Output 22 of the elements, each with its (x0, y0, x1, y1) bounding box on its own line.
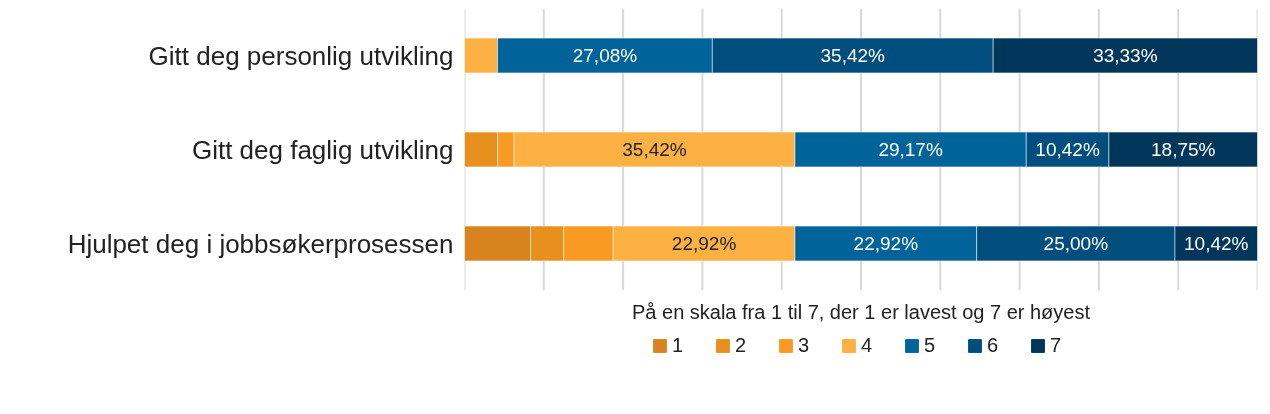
y-tick-label: Gitt deg personlig utvikling (148, 40, 454, 71)
data-label: 25,00% (1043, 233, 1109, 254)
legend-label: 2 (735, 333, 748, 357)
data-label: 35,42% (820, 45, 886, 66)
data-label: 18,75% (1151, 139, 1216, 160)
legend-label: 1 (672, 333, 685, 357)
legend-label: 4 (861, 333, 874, 357)
data-label: 10,42% (1035, 139, 1100, 160)
legend-label: 7 (1050, 333, 1063, 357)
data-label: 35,42% (622, 139, 687, 160)
data-label: 22,92% (671, 233, 737, 254)
legend-label: 3 (798, 333, 811, 357)
y-tick-label: Hjulpet deg i jobbsøkerprosessen (67, 228, 454, 259)
data-label: 27,08% (572, 45, 638, 66)
data-label: 22,92% (853, 233, 919, 254)
y-tick-label: Gitt deg faglig utvikling (191, 134, 454, 165)
legend-label: 5 (924, 333, 937, 357)
x-axis-title: På en skala fra 1 til 7, der 1 er lavest og 7 er høyest (632, 300, 1091, 323)
data-label: 29,17% (878, 139, 943, 160)
data-label: 33,33% (1093, 45, 1158, 66)
legend-label: 6 (987, 333, 1000, 357)
data-label: 10,42% (1184, 233, 1249, 254)
